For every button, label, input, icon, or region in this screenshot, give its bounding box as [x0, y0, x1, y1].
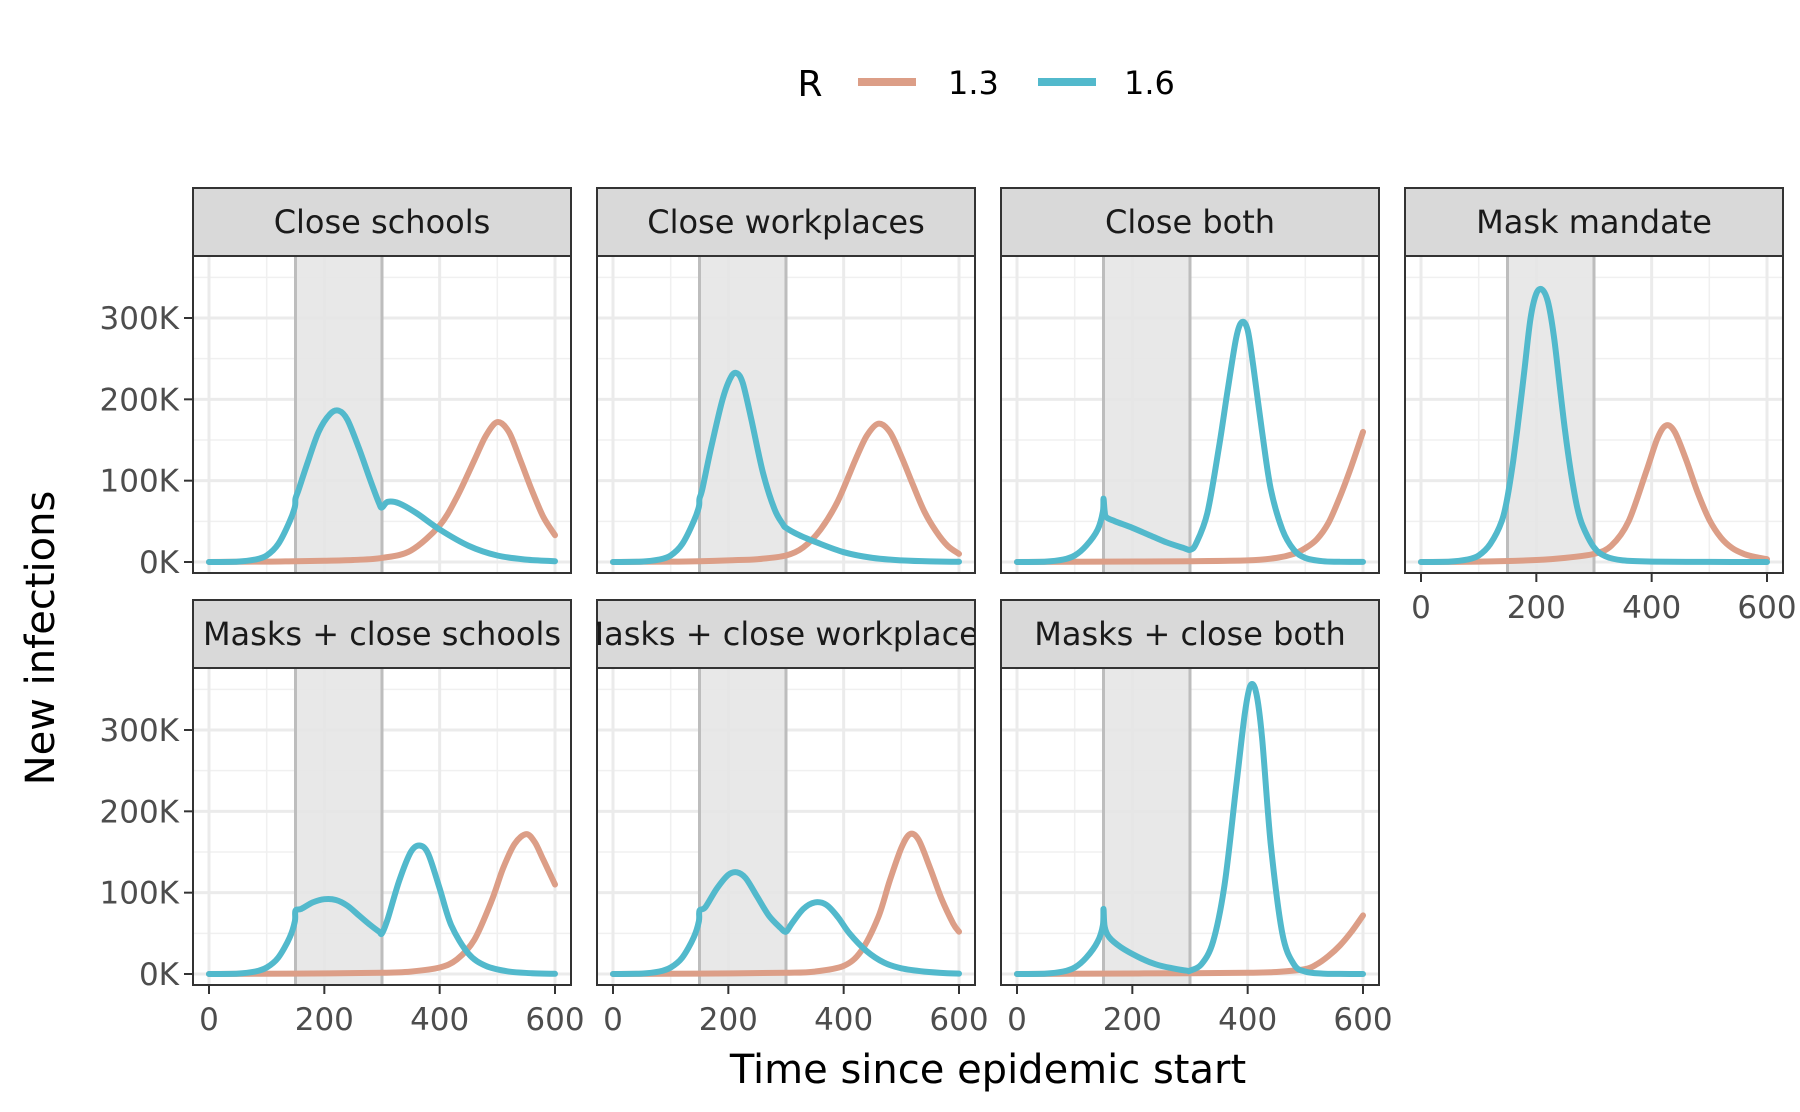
legend: R 1.3 1.6 [797, 64, 1174, 105]
x-tick-label: 200 [699, 1002, 758, 1038]
panel-border [1000, 667, 1380, 986]
x-tick-label: 200 [1103, 1002, 1162, 1038]
intervention-window [1103, 668, 1190, 985]
intervention-window [295, 668, 382, 985]
panel-border [192, 667, 572, 986]
y-tick-label: 0K [139, 957, 180, 993]
y-tick-label: 300K [100, 713, 180, 749]
facet-panel: Close workplaces [596, 187, 976, 574]
facet-title: Close workplaces [647, 203, 925, 241]
x-tick-label: 200 [295, 1002, 354, 1038]
panel-border [192, 255, 572, 574]
x-tick-label: 0 [1007, 1002, 1027, 1038]
facet-panels: Close schools 0K 100K 200K 300K Close workpla… [100, 187, 1797, 1038]
series-line-1.3 [1418, 422, 1770, 565]
legend-label-1.3: 1.3 [948, 64, 999, 102]
x-tick-label: 0 [1411, 590, 1431, 626]
panel-border [596, 667, 976, 986]
facet-title: Masks + close schools [203, 615, 561, 653]
x-tick-label: 200 [1507, 590, 1566, 626]
series-line-1.6 [610, 369, 962, 565]
series-line-1.6 [1014, 680, 1366, 977]
panel-border [1000, 255, 1380, 574]
intervention-window [699, 668, 786, 985]
panel-border [1404, 255, 1784, 574]
series-line-1.3 [206, 831, 558, 977]
x-tick-label: 600 [525, 1002, 584, 1038]
facet-panel: Masks + close both 0 200 400 600 [1000, 599, 1393, 1038]
intervention-window [1103, 256, 1190, 573]
y-axis-label: New infections [18, 491, 64, 786]
intervention-window [699, 256, 786, 573]
facet-strip [596, 187, 976, 257]
x-tick-label: 400 [814, 1002, 873, 1038]
series-line-1.3 [206, 419, 558, 565]
x-tick-label: 600 [1333, 1002, 1392, 1038]
facet-panel: Mask mandate 0 200 400 600 [1404, 187, 1797, 626]
facet-panel: Close schools 0K 100K 200K 300K [100, 187, 572, 581]
facet-strip [192, 599, 572, 669]
series-line-1.3 [610, 420, 962, 565]
y-tick-label: 200K [100, 382, 180, 418]
legend-label-1.6: 1.6 [1124, 64, 1175, 102]
x-tick-label: 600 [929, 1002, 988, 1038]
panel-border [596, 255, 976, 574]
series-line-1.6 [206, 407, 558, 565]
x-tick-label: 600 [1737, 590, 1796, 626]
x-tick-label: 0 [199, 1002, 219, 1038]
facet-panel: Masks + close workplaces 0 200 400 600 [576, 599, 995, 1038]
series-line-1.3 [610, 830, 962, 977]
series-line-1.6 [1418, 285, 1770, 565]
facet-strip [1000, 187, 1380, 257]
series-line-1.6 [610, 869, 962, 977]
x-tick-label: 400 [1218, 1002, 1277, 1038]
facet-title: Mask mandate [1476, 203, 1712, 241]
facet-strip [1404, 187, 1784, 257]
facet-title: Masks + close workplaces [576, 615, 995, 653]
y-tick-label: 100K [100, 876, 180, 912]
y-tick-label: 100K [100, 464, 180, 500]
y-tick-label: 0K [139, 545, 180, 581]
x-tick-label: 400 [410, 1002, 469, 1038]
facet-title: Close schools [274, 203, 491, 241]
facet-title: Close both [1105, 203, 1275, 241]
x-axis-label: Time since epidemic start [729, 1047, 1246, 1093]
series-line-1.6 [206, 842, 558, 977]
facet-title: Masks + close both [1034, 615, 1346, 653]
series-line-1.6 [1014, 318, 1366, 565]
y-tick-label: 200K [100, 794, 180, 830]
y-tick-label: 300K [100, 301, 180, 337]
facet-strip [192, 187, 572, 257]
x-tick-label: 400 [1622, 590, 1681, 626]
intervention-window [295, 256, 382, 573]
legend-title: R [797, 64, 822, 105]
facet-panel: Masks + close schools 0K 100K 200K 300K 0 200 4… [100, 599, 585, 1038]
x-tick-label: 0 [603, 1002, 623, 1038]
facet-panel: Close both [1000, 187, 1380, 574]
